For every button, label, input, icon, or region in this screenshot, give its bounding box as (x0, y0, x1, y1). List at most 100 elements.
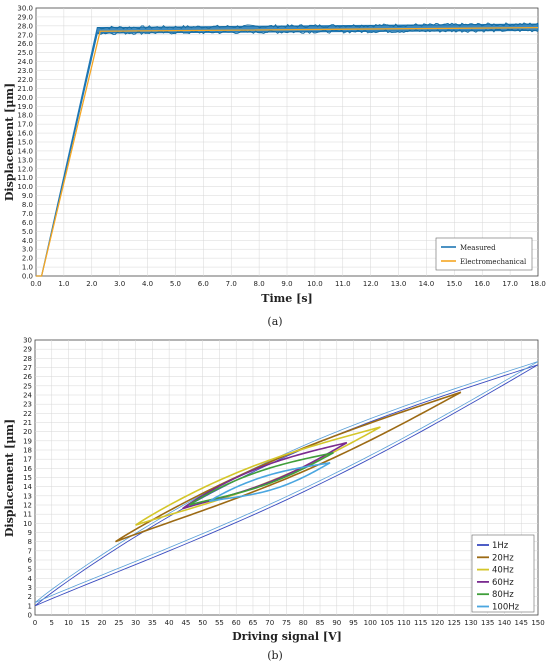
x-tick-label: 16.0 (474, 280, 490, 288)
x-tick-label: 5.0 (170, 280, 181, 288)
y-tick-label: 5.0 (22, 228, 33, 236)
x-tick-label: 95 (349, 619, 358, 627)
y-tick-label: 0.0 (22, 273, 33, 281)
measured-noise-line (97, 28, 539, 35)
y-tick-label: 24.0 (17, 58, 33, 66)
x-tick-label: 8.0 (254, 280, 265, 288)
legend-label-40hz: 40Hz (492, 566, 514, 576)
y-tick-label: 18 (23, 447, 32, 455)
y-tick-label: 26 (23, 373, 32, 381)
x-tick-label: 130 (464, 619, 477, 627)
y-tick-label: 22.0 (17, 76, 33, 84)
series-80hz (188, 451, 334, 506)
x-tick-label: 15.0 (447, 280, 463, 288)
legend-label-1hz: 1Hz (492, 541, 509, 551)
x-tick-label: 115 (414, 619, 427, 627)
y-tick-label: 23 (23, 401, 32, 409)
caption-a: (a) (267, 315, 282, 328)
grid-a (36, 8, 538, 276)
y-tick-label: 7 (28, 547, 32, 555)
chart-b: 0 5 10 15 20 25 30 35 40 45 50 55 60 65 70 75 80 85 90 95 10… (3, 337, 545, 663)
x-tick-label: 100 (364, 619, 377, 627)
y-tick-label: 27.0 (17, 31, 33, 39)
x-tick-label: 150 (531, 619, 544, 627)
y-axis-title-b: Displacement [μm] (3, 419, 16, 537)
legend-box-a (435, 237, 533, 271)
y-tick-label: 15.0 (17, 139, 33, 147)
series-electromechanical (36, 27, 539, 277)
y-tick-label: 17 (23, 456, 32, 464)
x-tick-label: 60 (232, 619, 241, 627)
y-tick-label: 22 (23, 410, 32, 418)
y-tick-label: 11 (23, 511, 32, 519)
y-tick-label: 23.0 (17, 67, 33, 75)
measured-noise-line (97, 22, 539, 30)
y-tick-label: 8.0 (22, 201, 33, 209)
x-tick-label: 70 (265, 619, 274, 627)
y-tick-label: 4 (28, 575, 33, 583)
x-tick-label: 15 (81, 619, 90, 627)
y-tick-label: 9 (28, 529, 32, 537)
y-tick-label: 6.0 (22, 219, 33, 227)
y-tick-label: 13 (23, 492, 32, 500)
legend-label-electromechanical: Electromechanical (460, 258, 527, 266)
x-tick-label: 10 (64, 619, 73, 627)
y-tick-label: 16.0 (17, 130, 33, 138)
y-tick-label: 28 (23, 355, 32, 363)
x-tick-label: 13.0 (391, 280, 407, 288)
tick-labels-b: 0 5 10 15 20 25 30 35 40 45 50 55 60 65 70 75 80 85 90 95 10… (23, 337, 545, 628)
x-tick-label: 10.0 (307, 280, 323, 288)
y-tick-label: 2 (28, 593, 32, 601)
y-tick-label: 28.0 (17, 22, 33, 30)
x-tick-label: 0 (33, 619, 37, 627)
hysteresis-loop (34, 364, 539, 607)
y-tick-label: 7.0 (22, 210, 33, 218)
y-tick-label: 10.0 (17, 183, 33, 191)
x-tick-label: 110 (397, 619, 410, 627)
y-tick-label: 20.0 (17, 94, 33, 102)
x-tick-label: 65 (249, 619, 258, 627)
hysteresis-loop (208, 462, 331, 503)
y-tick-label: 25.0 (17, 49, 33, 57)
y-tick-label: 19 (23, 437, 32, 445)
legend-label-20hz: 20Hz (492, 553, 514, 563)
legend-label-measured: Measured (460, 244, 496, 252)
tick-labels-a: 0.0 1.0 2.0 3.0 4.0 5.0 6.0 7.0 8.0 9.0 10.0 11.0 12… (17, 5, 545, 289)
x-axis-title-b: Driving signal [V] (232, 630, 342, 643)
x-tick-label: 12.0 (363, 280, 379, 288)
x-tick-label: 0.0 (30, 280, 41, 288)
x-tick-label: 18.0 (530, 280, 546, 288)
y-tick-label: 3.0 (22, 246, 33, 254)
x-tick-label: 135 (481, 619, 494, 627)
y-tick-label: 20 (23, 428, 32, 436)
legend-label-80hz: 80Hz (492, 590, 514, 600)
x-tick-label: 145 (515, 619, 528, 627)
x-tick-label: 105 (380, 619, 393, 627)
y-tick-label: 15 (23, 474, 32, 482)
y-tick-label: 14 (23, 483, 32, 491)
x-tick-label: 5 (50, 619, 54, 627)
x-tick-label: 75 (282, 619, 291, 627)
hysteresis-loop (188, 451, 334, 506)
x-tick-label: 25 (114, 619, 123, 627)
y-tick-label: 17.0 (17, 121, 33, 129)
y-tick-label: 30.0 (17, 5, 33, 13)
y-tick-label: 0 (28, 612, 32, 620)
legend-a: Measured Electromechanical (435, 237, 533, 271)
y-tick-label: 18.0 (17, 112, 33, 120)
y-tick-label: 25 (23, 382, 32, 390)
y-axis-title-a: Displacement [μm] (3, 83, 16, 201)
x-tick-label: 14.0 (419, 280, 435, 288)
series-b (34, 361, 539, 607)
x-tick-label: 3.0 (114, 280, 125, 288)
x-tick-label: 6.0 (198, 280, 209, 288)
series-a (36, 22, 539, 277)
x-tick-label: 55 (215, 619, 224, 627)
y-tick-label: 30 (23, 337, 32, 345)
x-tick-label: 9.0 (281, 280, 292, 288)
y-tick-label: 21 (23, 419, 32, 427)
x-tick-label: 30 (131, 619, 140, 627)
y-tick-label: 21.0 (17, 85, 33, 93)
y-tick-label: 29.0 (17, 13, 33, 21)
